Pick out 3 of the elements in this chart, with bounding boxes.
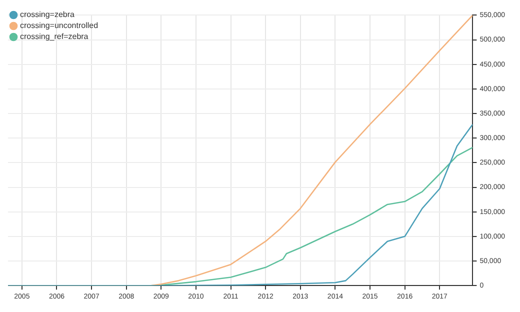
legend-label: crossing_ref=zebra bbox=[20, 32, 89, 42]
legend-label: crossing=zebra bbox=[20, 10, 76, 20]
legend-label: crossing=uncontrolled bbox=[20, 21, 98, 30]
